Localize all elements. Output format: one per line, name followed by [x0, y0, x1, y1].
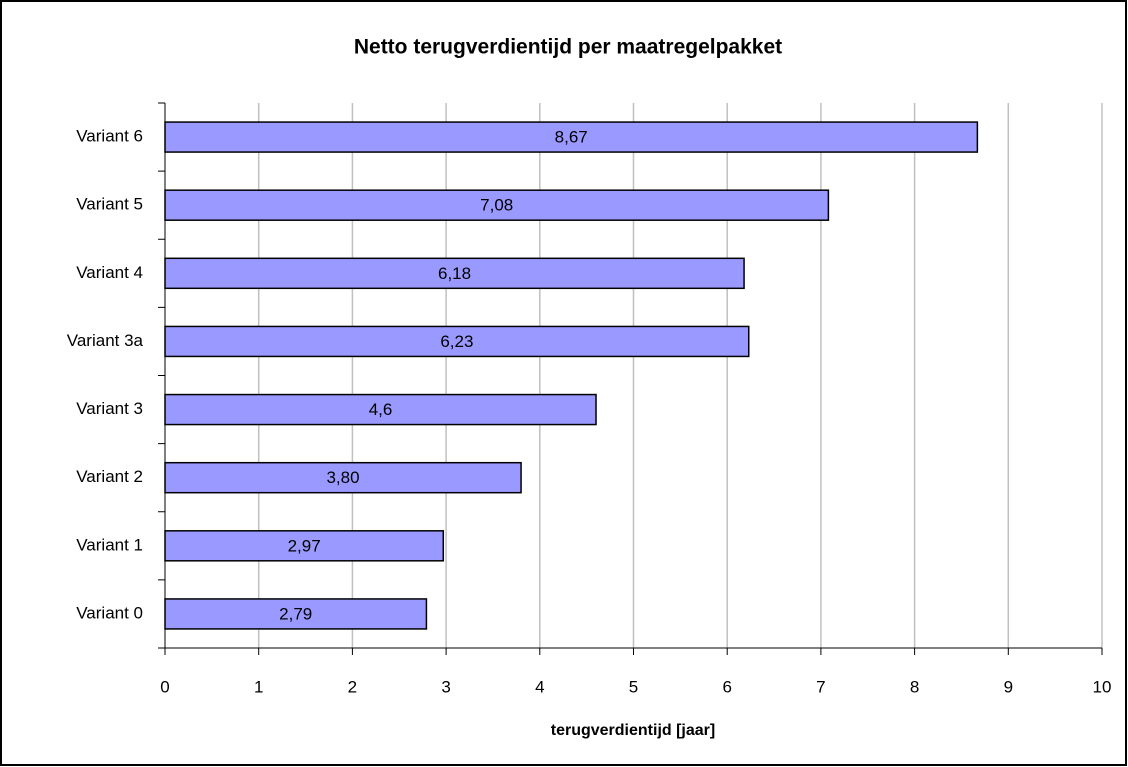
bar — [164, 325, 750, 358]
x-tick-label: 4 — [535, 677, 544, 696]
x-tick-label: 6 — [722, 677, 731, 696]
y-tick-label: Variant 4 — [76, 263, 143, 282]
data-label: 2,79 — [279, 604, 312, 623]
bar — [164, 461, 522, 494]
y-tick-label: Variant 0 — [76, 603, 143, 622]
data-label: 2,97 — [288, 536, 321, 555]
data-label: 6,18 — [438, 264, 471, 283]
bar — [164, 393, 597, 426]
data-label: 3,80 — [326, 468, 359, 487]
bar — [164, 530, 445, 562]
x-tick-label: 8 — [910, 677, 919, 696]
x-tick-label: 9 — [1004, 677, 1013, 696]
bar — [164, 257, 745, 290]
data-label: 8,67 — [555, 128, 588, 147]
y-tick-label: Variant 5 — [76, 195, 143, 214]
bar — [164, 121, 979, 153]
y-tick-label: Variant 2 — [76, 467, 143, 486]
y-tick-label: Variant 3a — [67, 331, 144, 350]
x-axis-title: terugverdientijd [jaar] — [551, 722, 715, 739]
x-tick-label: 3 — [441, 677, 450, 696]
x-tick-label: 2 — [348, 677, 357, 696]
x-tick-label: 10 — [1093, 677, 1112, 696]
data-label: 4,6 — [369, 400, 393, 419]
chart-title: Netto terugverdientijd per maatregelpakk… — [354, 36, 782, 59]
x-tick-label: 5 — [629, 677, 638, 696]
y-tick-label: Variant 1 — [76, 535, 143, 554]
bar — [164, 189, 830, 221]
x-tick-label: 1 — [254, 677, 263, 696]
data-label: 6,23 — [440, 332, 473, 351]
x-tick-label: 0 — [160, 677, 169, 696]
x-tick-label: 7 — [816, 677, 825, 696]
bar — [164, 598, 428, 630]
y-tick-label: Variant 3 — [76, 399, 143, 418]
data-label: 7,08 — [480, 196, 513, 215]
y-tick-label: Variant 6 — [76, 127, 143, 146]
